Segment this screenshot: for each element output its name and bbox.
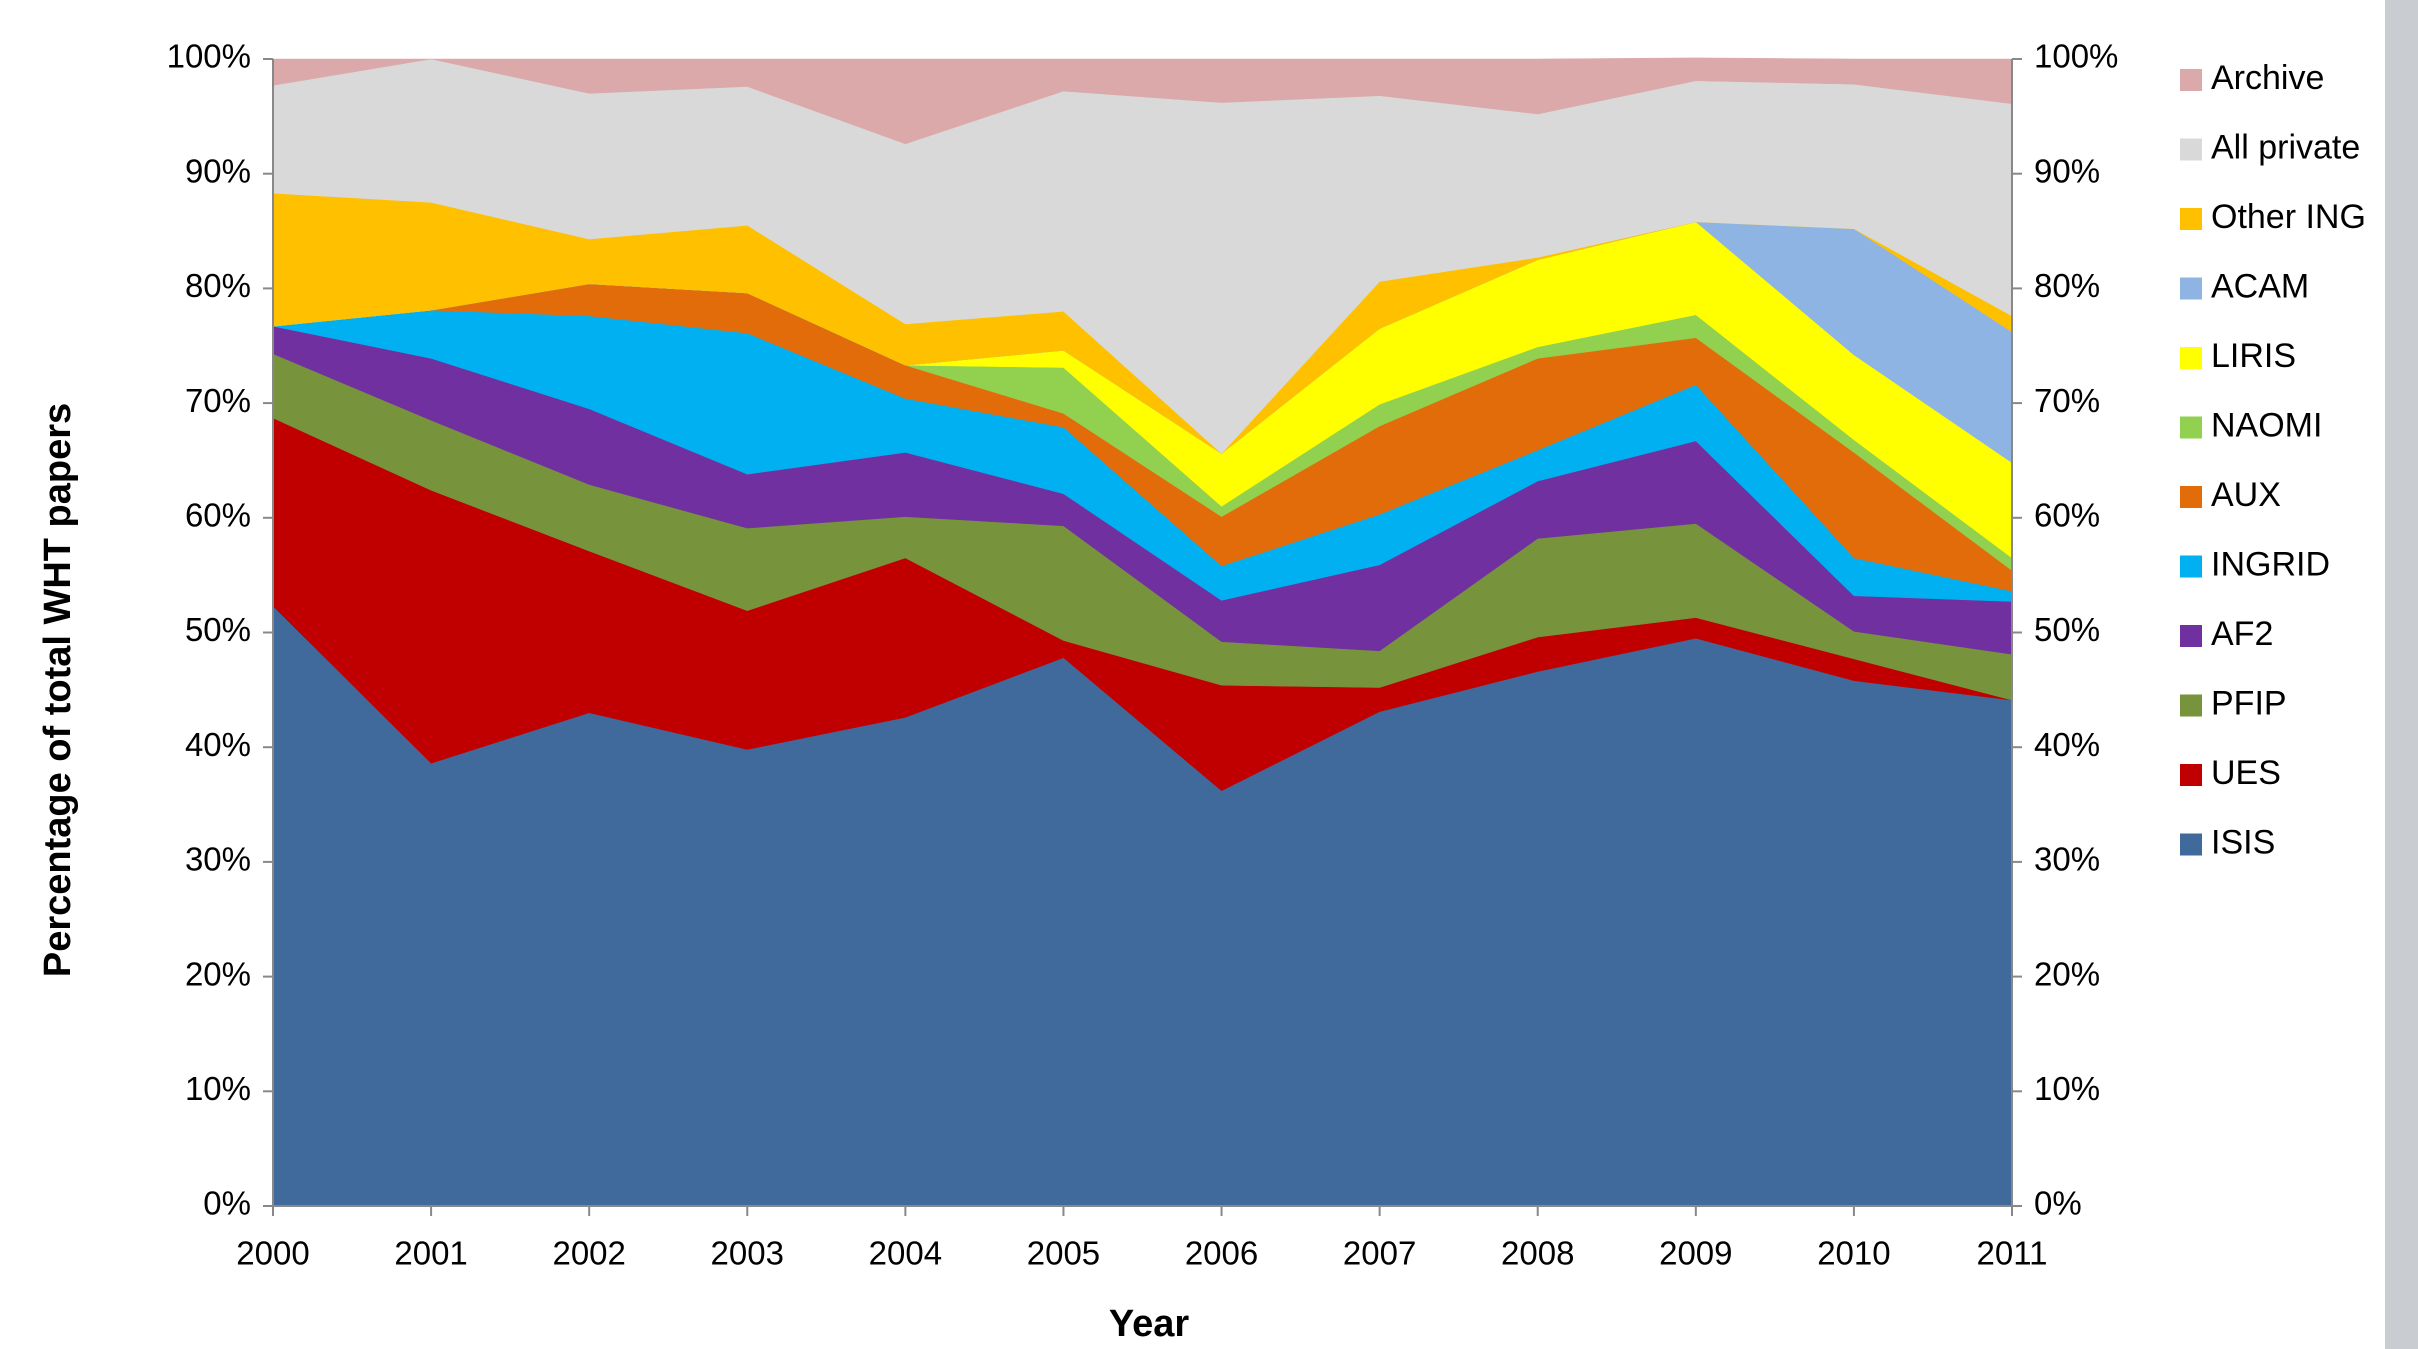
y-tick-label: 20% [185,955,251,992]
x-tick-label: 2011 [1977,1235,2048,1272]
y-tick-label: 10% [185,1070,251,1107]
x-tick-label: 2001 [394,1235,467,1272]
legend-swatch [2180,416,2202,439]
legend-label: AUX [2211,476,2281,514]
legend-swatch [2180,69,2202,91]
y2-tick-label: 80% [2034,267,2100,304]
y-tick-label: 80% [185,267,251,304]
y2-tick-label: 40% [2034,726,2100,763]
legend-label: Archive [2211,59,2324,97]
y2-tick-label: 70% [2034,382,2100,419]
legend-swatch [2180,833,2202,856]
legend-swatch [2180,208,2202,230]
y-tick-label: 90% [185,152,251,189]
x-tick-label: 2005 [1027,1235,1100,1272]
legend-swatch [2180,277,2202,300]
legend-label: PFIP [2211,684,2287,722]
y-tick-label: 0% [203,1185,251,1222]
x-axis-title: Year [1109,1303,1190,1345]
y-tick-label: 60% [185,497,251,534]
legend-swatch [2180,625,2202,647]
legend-label: ISIS [2211,823,2275,861]
legend-swatch [2180,347,2202,369]
legend-label: ACAM [2211,267,2309,305]
y2-tick-label: 20% [2034,955,2100,992]
legend-label: INGRID [2211,545,2330,583]
y-tick-label: 50% [185,611,251,648]
y2-tick-label: 10% [2034,1070,2100,1107]
legend-label: Other ING [2211,198,2366,236]
y2-tick-label: 30% [2034,841,2100,878]
x-tick-label: 2006 [1185,1235,1258,1272]
y2-tick-label: 90% [2034,152,2100,189]
legend-swatch [2180,486,2202,508]
y-tick-label: 70% [185,382,251,419]
x-tick-label: 2000 [236,1235,309,1272]
legend-swatch [2180,694,2202,717]
y2-tick-label: 60% [2034,497,2100,534]
legend-swatch [2180,138,2202,161]
legend-swatch [2180,764,2202,786]
y2-tick-label: 0% [2034,1185,2082,1222]
x-tick-label: 2003 [711,1235,784,1272]
legend-label: LIRIS [2211,337,2296,375]
legend-swatch [2180,555,2202,578]
y-tick-label: 100% [167,38,251,75]
legend-label: AF2 [2211,615,2273,653]
y-tick-label: 30% [185,841,251,878]
x-tick-label: 2004 [869,1235,942,1272]
legend-label: NAOMI [2211,406,2322,444]
x-tick-label: 2009 [1659,1235,1732,1272]
legend-label: All private [2211,128,2360,166]
x-tick-label: 2007 [1343,1235,1416,1272]
x-tick-label: 2010 [1817,1235,1890,1272]
plot-area [272,57,2013,1207]
legend-label: UES [2211,754,2281,792]
x-tick-label: 2002 [552,1235,625,1272]
y-tick-label: 40% [185,726,251,763]
x-tick-label: 2008 [1501,1235,1574,1272]
y2-tick-label: 50% [2034,611,2100,648]
y2-tick-label: 100% [2034,38,2118,75]
y-axis-title: Percentage of total WHT papers [37,403,79,977]
